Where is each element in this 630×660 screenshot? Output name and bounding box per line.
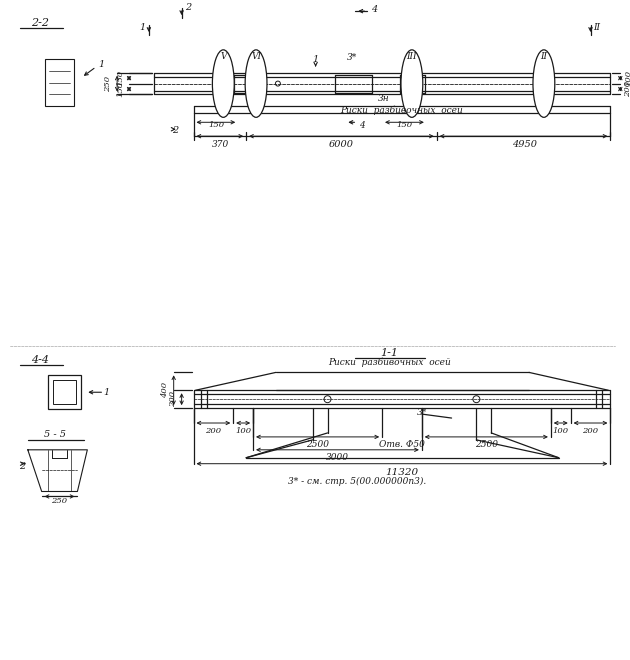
Text: VI: VI — [251, 52, 261, 61]
Text: 200: 200 — [169, 391, 176, 407]
Text: 100: 100 — [235, 427, 251, 435]
Text: 4: 4 — [359, 121, 365, 130]
Text: 2500: 2500 — [475, 440, 498, 449]
Text: 150: 150 — [397, 121, 413, 129]
Text: 6000: 6000 — [329, 140, 354, 148]
Text: 3000: 3000 — [326, 453, 349, 462]
Text: 1: 1 — [98, 60, 105, 69]
Ellipse shape — [245, 50, 267, 117]
Text: 100: 100 — [624, 70, 630, 86]
Text: III: III — [406, 52, 417, 61]
Text: 3*: 3* — [347, 53, 357, 62]
Text: 4-4: 4-4 — [31, 356, 49, 366]
Text: Отв. Ф50: Отв. Ф50 — [379, 440, 425, 449]
Text: 3н: 3н — [378, 94, 390, 103]
Text: 200: 200 — [583, 427, 598, 435]
Bar — [52, 380, 76, 404]
Text: 150: 150 — [116, 81, 124, 97]
Text: 3* - см. стр. 5(00.000000п3).: 3* - см. стр. 5(00.000000п3). — [288, 477, 426, 486]
Text: 2500: 2500 — [306, 440, 329, 449]
Text: 1: 1 — [103, 387, 110, 397]
Text: Риски  разбивочных  осей: Риски разбивочных осей — [341, 105, 463, 115]
Text: 11320: 11320 — [386, 468, 418, 477]
Text: 5 - 5: 5 - 5 — [43, 430, 66, 440]
Text: Риски  разбивочных  осей: Риски разбивочных осей — [328, 358, 450, 367]
Text: 4: 4 — [371, 5, 377, 14]
Text: 4950: 4950 — [512, 140, 537, 148]
Text: 1: 1 — [140, 22, 146, 32]
Text: 3*: 3* — [416, 408, 427, 416]
Text: 1-1: 1-1 — [380, 348, 398, 358]
Text: 250: 250 — [52, 498, 67, 506]
Text: 200: 200 — [205, 427, 222, 435]
Text: II: II — [593, 22, 600, 32]
Text: 150: 150 — [209, 121, 224, 129]
Text: 200: 200 — [624, 81, 630, 97]
Text: II: II — [541, 52, 547, 61]
Ellipse shape — [401, 50, 423, 117]
Ellipse shape — [212, 50, 234, 117]
Text: 2-2: 2-2 — [31, 18, 49, 28]
Text: 370: 370 — [212, 140, 229, 148]
Text: 1: 1 — [312, 55, 319, 64]
Ellipse shape — [533, 50, 555, 117]
Bar — [45, 59, 74, 106]
Text: 2: 2 — [173, 125, 179, 135]
Text: 250: 250 — [104, 75, 112, 92]
Bar — [48, 376, 81, 409]
Text: 400: 400 — [161, 382, 169, 399]
Text: 2: 2 — [185, 3, 192, 12]
Text: 150: 150 — [116, 70, 124, 86]
Text: 2: 2 — [19, 462, 25, 471]
Text: V: V — [220, 52, 227, 61]
Text: 100: 100 — [553, 427, 569, 435]
